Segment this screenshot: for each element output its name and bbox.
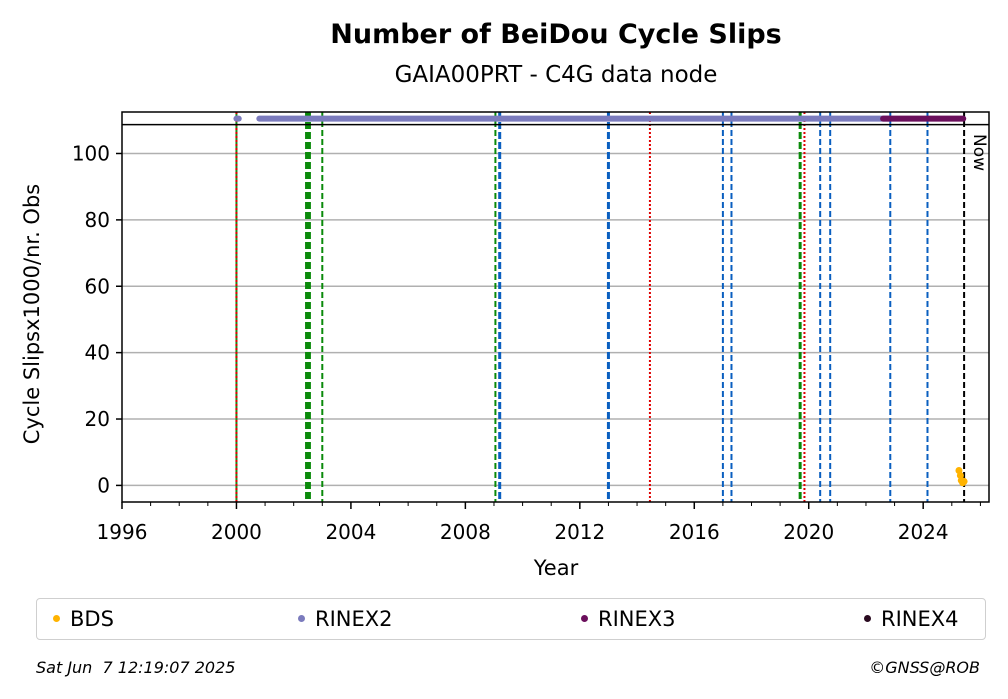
x-tick-label: 2004: [325, 520, 376, 544]
x-tick-label: 2024: [898, 520, 949, 544]
x-tick-label: 2008: [440, 520, 491, 544]
legend-label: RINEX4: [881, 607, 959, 631]
legend-label: RINEX3: [598, 607, 676, 631]
x-tick-label: 2016: [669, 520, 720, 544]
y-tick-label: 100: [72, 141, 110, 165]
y-tick-label: 20: [85, 407, 110, 431]
y-tick-label: 60: [85, 274, 110, 298]
x-tick-label: 2012: [554, 520, 605, 544]
legend-marker-icon: [864, 614, 871, 622]
legend-label: BDS: [70, 607, 114, 631]
y-axis-label: Cycle Slipsx1000/nr. Obs: [20, 184, 44, 444]
x-tick-label: 2000: [211, 520, 262, 544]
x-tick-label: 1996: [97, 520, 148, 544]
legend-item-rinex4: RINEX4: [864, 607, 959, 631]
plot-frame: [121, 111, 990, 503]
legend-marker-icon: [53, 614, 60, 622]
chart-subtitle: GAIA00PRT - C4G data node: [395, 62, 718, 88]
legend-marker-icon: [298, 614, 305, 622]
x-axis-label: Year: [533, 556, 579, 580]
y-tick-label: 40: [85, 341, 110, 365]
legend-item-bds: BDS: [53, 607, 114, 631]
legend-marker-icon: [581, 614, 588, 622]
legend-item-rinex3: RINEX3: [581, 607, 676, 631]
plot-area: Now 0 20 40 60 80 100 1996 2000 2004 2008 2012 2016 2…: [72, 111, 990, 544]
legend-item-rinex2: RINEX2: [298, 607, 393, 631]
x-tick-label: 2020: [783, 520, 834, 544]
now-label: Now: [969, 134, 989, 171]
data-point-bds: [960, 477, 968, 485]
y-tick-label: 0: [97, 473, 110, 497]
chart-title: Number of BeiDou Cycle Slips: [330, 19, 781, 50]
y-tick-label: 80: [85, 208, 110, 232]
footer-credit: ©GNSS@ROB: [869, 658, 980, 677]
footer-date: Sat Jun 7 12:19:07 2025: [36, 658, 236, 677]
legend: BDS RINEX2 RINEX3 RINEX4: [36, 598, 986, 640]
legend-label: RINEX2: [315, 607, 393, 631]
